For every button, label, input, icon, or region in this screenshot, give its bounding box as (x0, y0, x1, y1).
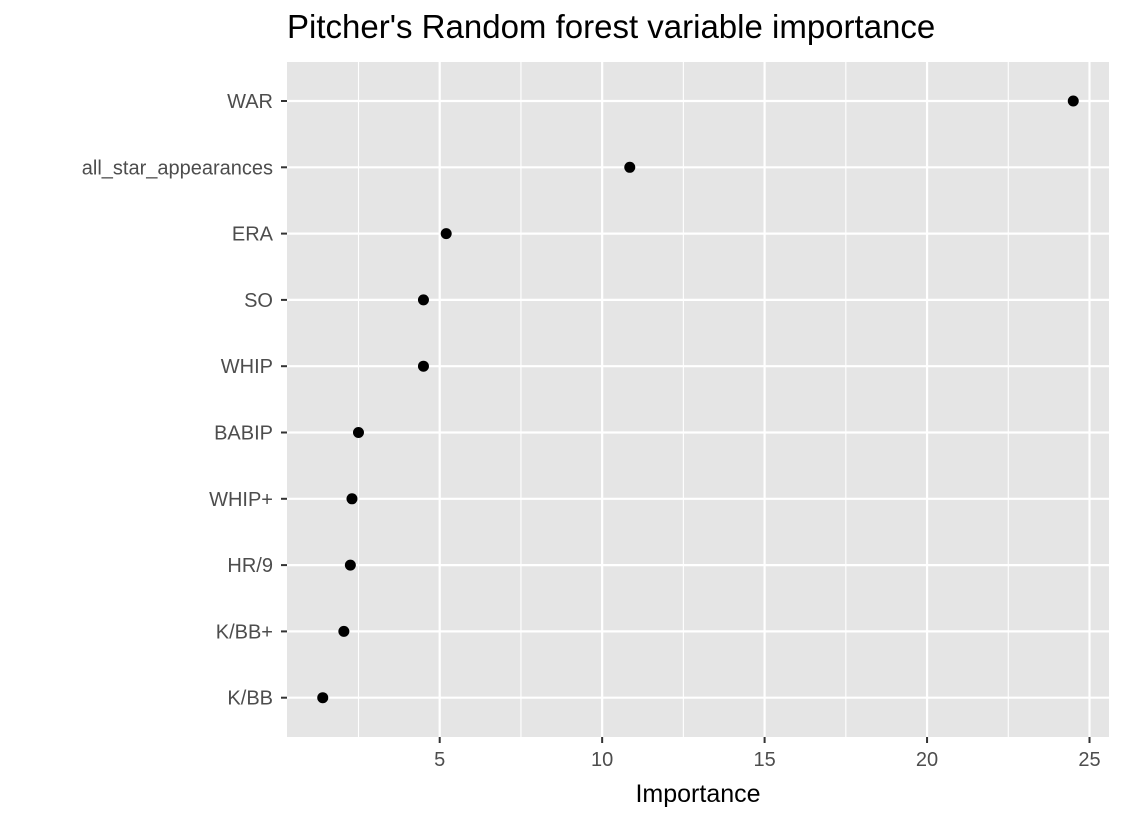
y-tick-label: HR/9 (227, 555, 273, 577)
data-point (346, 493, 358, 505)
x-tick-label: 25 (1078, 749, 1100, 771)
y-tick-label: SO (244, 290, 273, 312)
data-point (352, 427, 364, 438)
y-tick-label: WAR (227, 91, 273, 113)
plot-panel (287, 62, 1109, 737)
data-point (440, 228, 452, 240)
y-tick-label: WHIP (221, 356, 273, 378)
data-point (1067, 95, 1079, 107)
y-tick-label: WHIP+ (209, 489, 273, 511)
y-tick-label: K/BB+ (216, 621, 273, 643)
y-tick-label: K/BB (227, 688, 273, 710)
grid-major (287, 62, 1109, 737)
grid-minor (357, 62, 1009, 737)
y-tick-label: ERA (232, 224, 274, 246)
data-points (317, 95, 1079, 704)
data-point (317, 692, 329, 704)
data-point (338, 625, 350, 637)
x-tick-label: 5 (434, 749, 445, 771)
x-tick-label: 10 (591, 749, 613, 771)
x-tick-label: 15 (753, 749, 775, 771)
x-tick-label: 20 (916, 749, 938, 771)
data-point (417, 294, 429, 306)
y-tick-label: all_star_appearances (82, 157, 273, 179)
data-point (417, 360, 429, 372)
chart-title: Pitcher's Random forest variable importa… (287, 8, 936, 45)
x-axis: 5 10 15 20 25 (434, 737, 1101, 771)
x-axis-title: Importance (635, 780, 760, 808)
data-point (344, 559, 356, 571)
data-point (624, 161, 636, 173)
y-tick-label: BABIP (214, 423, 273, 445)
y-axis: WAR all_star_appearances ERA SO WHIP BABIP WHI… (82, 91, 287, 710)
